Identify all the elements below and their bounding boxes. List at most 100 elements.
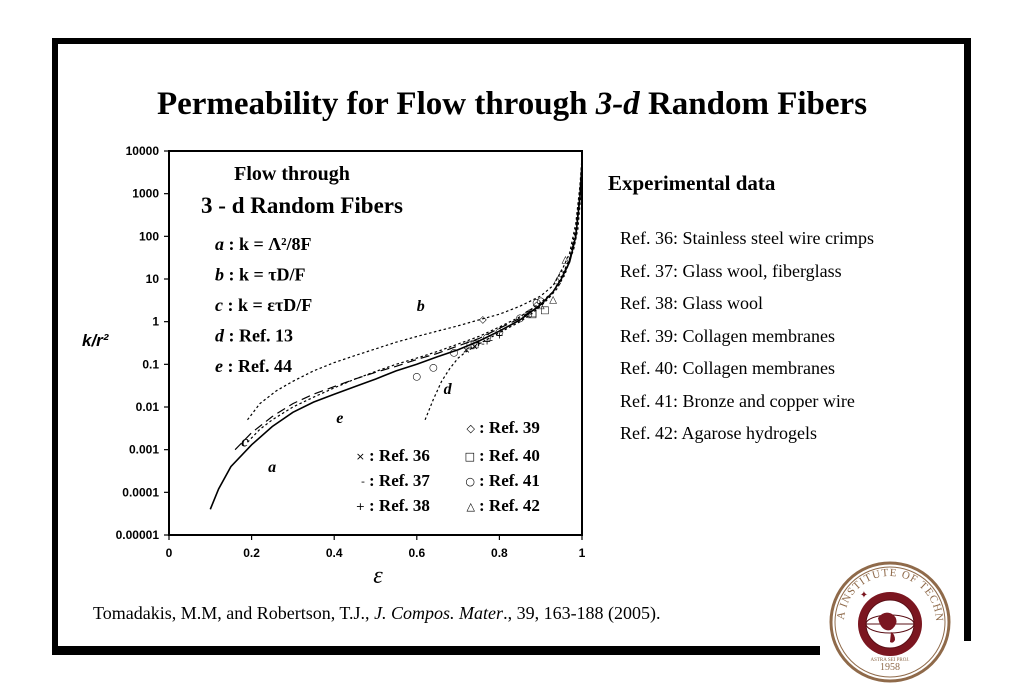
data-point-37: - bbox=[481, 339, 485, 350]
frame-right-border bbox=[964, 38, 971, 641]
reference-item: Ref. 39: Collagen membranes bbox=[620, 325, 835, 346]
data-point-38: + bbox=[495, 331, 503, 342]
slide-title: Permeability for Flow through 3-d Random… bbox=[0, 86, 1024, 123]
formula-a: a : k = Λ²/8F bbox=[215, 234, 312, 254]
data-point-37: - bbox=[489, 336, 493, 347]
data-point-38: + bbox=[483, 337, 491, 348]
title-italic-text: 3-d bbox=[595, 86, 640, 122]
formula-e: e : Ref. 44 bbox=[215, 356, 292, 376]
reference-item: Ref. 37: Glass wool, fiberglass bbox=[620, 260, 842, 281]
curve-b bbox=[247, 157, 583, 421]
data-point-39: ◇ bbox=[479, 314, 487, 325]
y-tick-label: 0.0001 bbox=[122, 485, 159, 499]
reference-item: Ref. 41: Bronze and copper wire bbox=[620, 390, 855, 411]
data-point-40: □ bbox=[540, 305, 549, 316]
x-tick-label: 0.6 bbox=[408, 546, 425, 560]
university-seal-logo: FLORIDA INSTITUTE OF TECHNOLOGY 1958 AST… bbox=[828, 560, 951, 683]
marker-legend-symbol: ○ bbox=[465, 475, 475, 488]
citation: Tomadakis, M.M, and Robertson, T.J., J. … bbox=[93, 603, 661, 624]
title-text: Permeability for Flow through bbox=[156, 86, 596, 122]
marker-legend-label: : Ref. 42 bbox=[479, 496, 540, 515]
curve-label-d: d bbox=[444, 381, 453, 398]
reference-item: Ref. 42: Agarose hydrogels bbox=[620, 423, 817, 443]
title-text-end: Random Fibers bbox=[639, 86, 868, 122]
data-point-42: △ bbox=[549, 294, 557, 305]
data-point-37: - bbox=[469, 342, 473, 353]
x-tick-label: 0.4 bbox=[326, 546, 343, 560]
inset-title-line1: Flow through bbox=[234, 163, 350, 185]
curve-label-c: c bbox=[241, 433, 248, 450]
curve-d bbox=[424, 180, 583, 421]
curve-label-e: e bbox=[336, 410, 343, 427]
plot-area-frame bbox=[168, 150, 583, 536]
curve-label-a: a bbox=[268, 459, 276, 476]
data-point-41: ○ bbox=[483, 332, 492, 343]
experimental-data-heading: Experimental data bbox=[608, 171, 776, 195]
frame-top-border bbox=[52, 38, 970, 44]
curve-c bbox=[247, 160, 583, 443]
citation-details: ., 39, 163-188 (2005). bbox=[503, 603, 661, 623]
data-point-40: □ bbox=[466, 340, 475, 351]
marker-legend-symbol: + bbox=[356, 500, 365, 513]
reference-item: Ref. 40: Collagen membranes bbox=[620, 358, 835, 378]
data-point-40: □ bbox=[528, 309, 537, 320]
x-tick-label: 0.8 bbox=[491, 546, 508, 560]
frame-left-border bbox=[52, 38, 58, 655]
x-axis-label: ε bbox=[373, 563, 383, 589]
reference-item: Ref. 36: Stainless steel wire crimps bbox=[620, 228, 874, 248]
marker-legend-label: : Ref. 37 bbox=[369, 471, 430, 490]
data-point-36: × bbox=[470, 341, 478, 352]
y-axis-label: k/r² bbox=[82, 331, 110, 350]
data-point-42: △ bbox=[557, 267, 565, 278]
data-point-42: △ bbox=[562, 255, 570, 266]
data-point-40: □ bbox=[470, 339, 479, 350]
marker-legend-symbol: △ bbox=[467, 500, 476, 513]
data-point-42: △ bbox=[553, 275, 561, 286]
curve-e bbox=[234, 163, 583, 451]
y-tick-label: 100 bbox=[139, 229, 159, 243]
y-tick-label: 0.1 bbox=[142, 357, 159, 371]
experimental-reference-list: Ref. 36: Stainless steel wire crimps Ref.… bbox=[620, 222, 874, 450]
marker-legend-symbol: □ bbox=[465, 450, 475, 463]
formula-c: c : k = ετD/F bbox=[215, 295, 312, 315]
seal-motto: ASTRA SEI PROJ. bbox=[870, 658, 909, 663]
data-point-41: ○ bbox=[412, 371, 421, 382]
data-point-40: □ bbox=[528, 308, 537, 319]
citation-authors: Tomadakis, M.M, and Robertson, T.J., bbox=[93, 603, 375, 623]
seal-year: 1958 bbox=[880, 662, 900, 673]
citation-journal: J. Compos. Mater bbox=[374, 603, 504, 623]
data-point-42: △ bbox=[537, 300, 545, 311]
marker-legend-label: : Ref. 36 bbox=[369, 446, 430, 465]
reference-item: Ref. 38: Glass wool bbox=[620, 293, 763, 313]
y-tick-label: 10000 bbox=[126, 144, 160, 158]
marker-legend-label: : Ref. 38 bbox=[369, 496, 430, 515]
y-tick-label: 0.00001 bbox=[116, 528, 160, 542]
data-point-39: ◇ bbox=[533, 300, 541, 311]
x-tick-label: 0.2 bbox=[243, 546, 260, 560]
formula-b: b : k = τD/F bbox=[215, 265, 306, 285]
data-point-36: × bbox=[462, 345, 470, 356]
marker-legend-symbol: - bbox=[361, 475, 365, 488]
marker-legend-label: : Ref. 41 bbox=[479, 471, 540, 490]
curve-label-b: b bbox=[417, 298, 425, 315]
x-tick-label: 0 bbox=[166, 546, 173, 560]
marker-legend-label: : Ref. 39 bbox=[479, 418, 540, 437]
data-point-41: ○ bbox=[524, 309, 533, 320]
seal-star-icon: ✦ bbox=[860, 590, 868, 601]
marker-legend-symbol: ◇ bbox=[467, 422, 476, 435]
data-point-41: ○ bbox=[536, 296, 545, 307]
formula-d: d : Ref. 13 bbox=[215, 326, 293, 346]
data-point-41: ○ bbox=[532, 297, 541, 308]
y-tick-label: 1000 bbox=[132, 187, 159, 201]
marker-legend-label: : Ref. 40 bbox=[479, 446, 540, 465]
y-tick-label: 0.01 bbox=[136, 400, 160, 414]
data-point-41: ○ bbox=[495, 327, 504, 338]
y-tick-label: 1 bbox=[152, 315, 159, 329]
inset-title-line2: 3 - d Random Fibers bbox=[201, 193, 403, 218]
frame-bottom-border bbox=[52, 646, 820, 655]
y-tick-label: 0.001 bbox=[129, 443, 159, 457]
marker-legend-symbol: × bbox=[356, 450, 365, 463]
x-tick-label: 1 bbox=[579, 546, 586, 560]
data-point-41: ○ bbox=[429, 362, 438, 373]
